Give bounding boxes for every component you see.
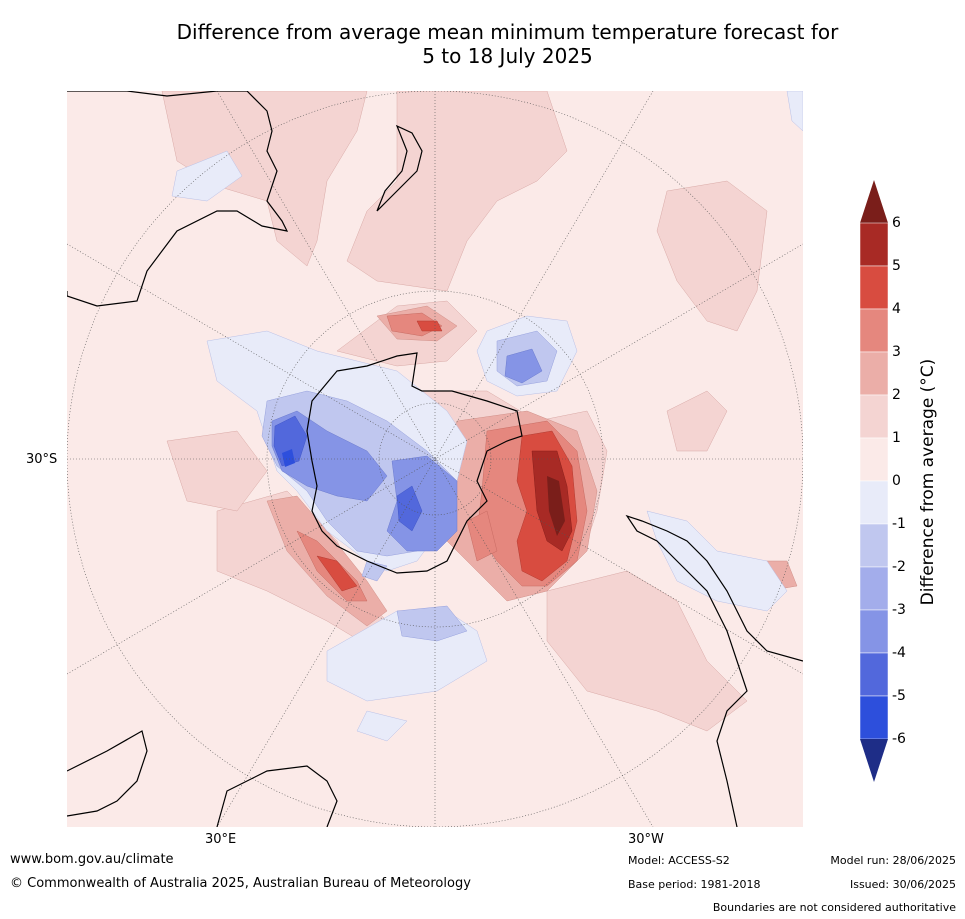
lon-tick-30e: 30°E xyxy=(205,832,237,847)
colorbar-bin xyxy=(859,437,889,482)
colorbar-tick-label: 6 xyxy=(892,215,901,231)
colorbar-bin xyxy=(859,695,889,740)
footer-website[interactable]: www.bom.gov.au/climate xyxy=(10,852,174,867)
lon-tick-30w: 30°W xyxy=(628,832,664,847)
polar-map[interactable] xyxy=(67,91,803,827)
colorbar-bin xyxy=(859,566,889,611)
coastlines xyxy=(67,91,803,827)
colorbar-tick-label: 1 xyxy=(892,430,901,446)
colorbar-title: Difference from average (°C) xyxy=(918,358,938,606)
colorbar-tick-label: -1 xyxy=(892,516,906,532)
footer-copyright: © Commonwealth of Australia 2025, Austra… xyxy=(10,876,471,891)
graticule xyxy=(67,91,803,827)
colorbar-tick-label: -3 xyxy=(892,602,906,618)
footer-issued: Issued: 30/06/2025 xyxy=(849,878,956,891)
colorbar-bin xyxy=(859,351,889,396)
colorbar-bin xyxy=(859,265,889,310)
colorbar-bin xyxy=(859,609,889,654)
chart-title: Difference from average mean minimum tem… xyxy=(0,20,965,68)
colorbar-tick-label: -2 xyxy=(892,559,906,575)
colorbar-bin xyxy=(859,394,889,439)
colorbar-tick-label: -6 xyxy=(892,731,906,747)
colorbar xyxy=(859,180,889,782)
warm-anomaly-over6 xyxy=(547,476,565,536)
colorbar-under-arrow xyxy=(860,739,888,782)
colorbar-bin xyxy=(859,480,889,525)
title-line-1: Difference from average mean minimum tem… xyxy=(176,20,839,44)
map-panel[interactable] xyxy=(67,91,803,827)
title-line-2: 5 to 18 July 2025 xyxy=(422,44,593,68)
colorbar-tick-label: -5 xyxy=(892,688,906,704)
colorbar-tick-label: 2 xyxy=(892,387,901,403)
colorbar-bin xyxy=(859,222,889,267)
colorbar-bin xyxy=(859,308,889,353)
footer-model-run: Model run: 28/06/2025 xyxy=(830,854,956,867)
footer-base-period: Base period: 1981-2018 xyxy=(628,878,761,891)
footer-disclaimer: Boundaries are not considered authoritat… xyxy=(712,901,956,914)
cool-anomaly-4to-5 xyxy=(282,449,295,467)
colorbar-bin xyxy=(859,652,889,697)
footer-model: Model: ACCESS-S2 xyxy=(628,854,730,867)
colorbar-tick-label: 5 xyxy=(892,258,901,274)
colorbar-bin xyxy=(859,523,889,568)
colorbar-tick-label: 0 xyxy=(892,473,901,489)
colorbar-over-arrow xyxy=(860,180,888,223)
colorbar-tick-label: 3 xyxy=(892,344,901,360)
lat-tick-30s: 30°S xyxy=(26,452,58,467)
colorbar-tick-label: -4 xyxy=(892,645,906,661)
colorbar-tick-label: 4 xyxy=(892,301,901,317)
